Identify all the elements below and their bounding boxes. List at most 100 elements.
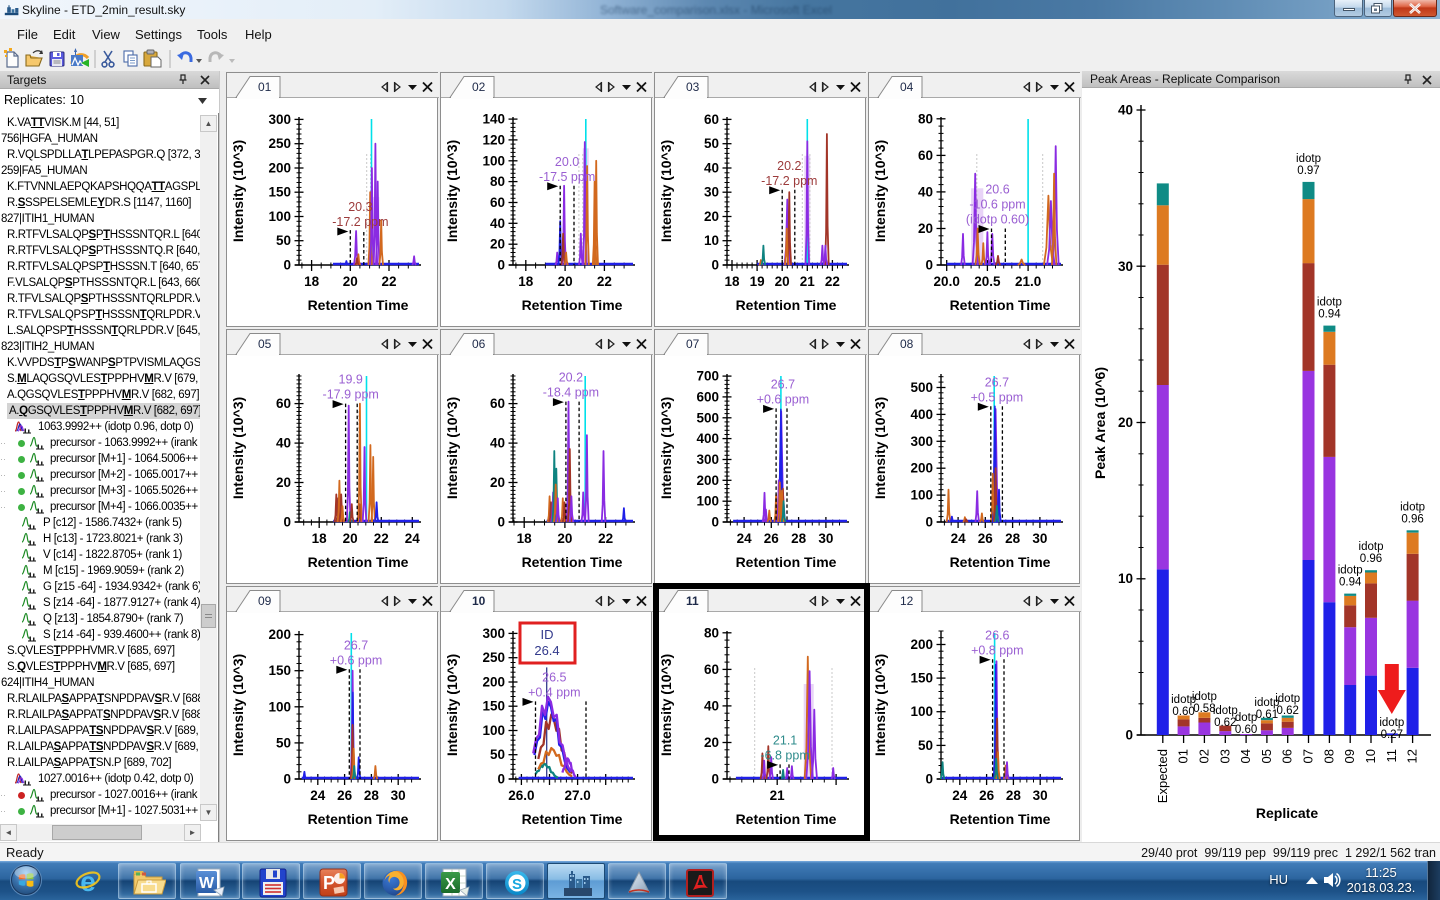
svg-text:0.60: 0.60 xyxy=(1172,706,1194,718)
svg-text:Retention Time: Retention Time xyxy=(950,554,1051,570)
svg-text:ID: ID xyxy=(541,627,554,642)
svg-text:21.1: 21.1 xyxy=(773,733,797,747)
svg-text:20: 20 xyxy=(490,237,505,252)
svg-text:09: 09 xyxy=(258,594,272,608)
svg-text:idotp: idotp xyxy=(1296,153,1321,165)
svg-text:19: 19 xyxy=(750,274,765,289)
svg-text:05: 05 xyxy=(1259,749,1274,763)
svg-text:0: 0 xyxy=(925,515,933,530)
svg-text:07: 07 xyxy=(686,337,700,351)
svg-text:idotp: idotp xyxy=(1379,717,1404,729)
svg-text:18: 18 xyxy=(312,531,328,546)
svg-text:+0.6 ppm: +0.6 ppm xyxy=(757,392,809,406)
svg-text:30: 30 xyxy=(1032,531,1047,546)
svg-text:100: 100 xyxy=(482,723,505,738)
svg-text:20: 20 xyxy=(276,475,291,490)
svg-text:Retention Time: Retention Time xyxy=(950,811,1051,827)
svg-text:26: 26 xyxy=(979,788,995,803)
svg-text:150: 150 xyxy=(482,699,505,714)
svg-text:Retention Time: Retention Time xyxy=(522,554,623,570)
svg-text:80: 80 xyxy=(918,111,933,126)
svg-text:08: 08 xyxy=(900,337,914,351)
svg-text:30: 30 xyxy=(1033,788,1048,803)
svg-text:60: 60 xyxy=(704,662,719,677)
svg-text:26.4: 26.4 xyxy=(534,643,559,658)
svg-text:0.60: 0.60 xyxy=(1235,724,1257,736)
svg-text:11: 11 xyxy=(686,594,699,608)
svg-text:18: 18 xyxy=(517,531,533,546)
svg-text:Intensity (10^3): Intensity (10^3) xyxy=(444,140,460,242)
svg-text:Intensity (10^3): Intensity (10^3) xyxy=(658,397,674,499)
svg-text:21: 21 xyxy=(800,274,816,289)
svg-text:0.94: 0.94 xyxy=(1339,577,1362,589)
svg-text:300: 300 xyxy=(696,452,719,467)
svg-text:10: 10 xyxy=(1363,749,1378,763)
svg-text:20: 20 xyxy=(558,274,573,289)
svg-text:11: 11 xyxy=(1384,749,1399,763)
svg-text:04: 04 xyxy=(1238,749,1253,763)
svg-text:24: 24 xyxy=(951,531,967,546)
svg-text:100: 100 xyxy=(482,153,505,168)
svg-text:100: 100 xyxy=(696,494,719,509)
svg-text:26.7: 26.7 xyxy=(985,375,1009,389)
svg-text:0.27: 0.27 xyxy=(1381,729,1403,741)
svg-text:0.94: 0.94 xyxy=(1318,309,1341,321)
svg-text:Intensity (10^3): Intensity (10^3) xyxy=(230,397,246,499)
svg-text:-17.2 ppm: -17.2 ppm xyxy=(761,174,817,188)
svg-text:Retention Time: Retention Time xyxy=(522,297,623,313)
svg-text:20: 20 xyxy=(343,531,358,546)
svg-text:20.5: 20.5 xyxy=(974,274,1001,289)
svg-text:22: 22 xyxy=(598,531,613,546)
svg-text:05: 05 xyxy=(258,337,272,351)
svg-text:40: 40 xyxy=(490,216,505,231)
svg-text:40: 40 xyxy=(704,698,719,713)
svg-text:idotp: idotp xyxy=(1275,693,1300,705)
svg-text:28: 28 xyxy=(791,531,807,546)
svg-text:26.7: 26.7 xyxy=(344,638,368,652)
svg-text:19.9: 19.9 xyxy=(339,373,363,387)
svg-text:250: 250 xyxy=(482,650,505,665)
svg-text:50: 50 xyxy=(276,233,291,248)
svg-text:04: 04 xyxy=(900,80,914,94)
svg-text:Retention Time: Retention Time xyxy=(308,811,409,827)
svg-text:100: 100 xyxy=(910,488,933,503)
svg-text:0.62: 0.62 xyxy=(1214,717,1236,729)
svg-text:(idotp 0.60): (idotp 0.60) xyxy=(966,213,1029,227)
svg-text:0.58: 0.58 xyxy=(1193,703,1215,715)
svg-text:80: 80 xyxy=(704,625,719,640)
svg-text:18: 18 xyxy=(518,274,534,289)
svg-text:40: 40 xyxy=(704,161,719,176)
svg-text:200: 200 xyxy=(268,161,291,176)
svg-text:40: 40 xyxy=(490,436,505,451)
svg-text:Retention Time: Retention Time xyxy=(950,297,1051,313)
svg-text:e: e xyxy=(80,866,96,897)
svg-text:27.0: 27.0 xyxy=(564,788,590,803)
svg-text:28: 28 xyxy=(364,788,380,803)
svg-text:idotp: idotp xyxy=(1400,501,1425,513)
svg-text:22: 22 xyxy=(825,274,840,289)
svg-text:20: 20 xyxy=(918,221,933,236)
svg-text:Intensity (10^3): Intensity (10^3) xyxy=(230,140,246,242)
svg-text:24: 24 xyxy=(405,531,421,546)
svg-text:0: 0 xyxy=(497,258,505,273)
svg-text:-10.6 ppm: -10.6 ppm xyxy=(969,198,1025,212)
svg-text:-17.2 ppm: -17.2 ppm xyxy=(332,215,388,229)
svg-text:0: 0 xyxy=(1125,728,1133,743)
svg-text:12: 12 xyxy=(1405,749,1420,763)
svg-text:0: 0 xyxy=(497,772,505,787)
svg-text:50: 50 xyxy=(704,136,719,151)
svg-text:200: 200 xyxy=(268,627,291,642)
svg-text:18: 18 xyxy=(304,274,320,289)
svg-text:-17.9 ppm: -17.9 ppm xyxy=(323,388,379,402)
svg-text:50: 50 xyxy=(276,735,291,750)
svg-text:80: 80 xyxy=(490,174,505,189)
svg-text:20.2: 20.2 xyxy=(559,371,583,385)
svg-text:26.0: 26.0 xyxy=(508,788,534,803)
svg-text:Retention Time: Retention Time xyxy=(522,811,623,827)
svg-text:20: 20 xyxy=(704,209,719,224)
svg-text:250: 250 xyxy=(268,136,291,151)
svg-text:20.0: 20.0 xyxy=(555,155,579,169)
svg-text:10: 10 xyxy=(1118,571,1133,586)
svg-text:0.96: 0.96 xyxy=(1360,553,1382,565)
svg-text:18: 18 xyxy=(724,274,740,289)
